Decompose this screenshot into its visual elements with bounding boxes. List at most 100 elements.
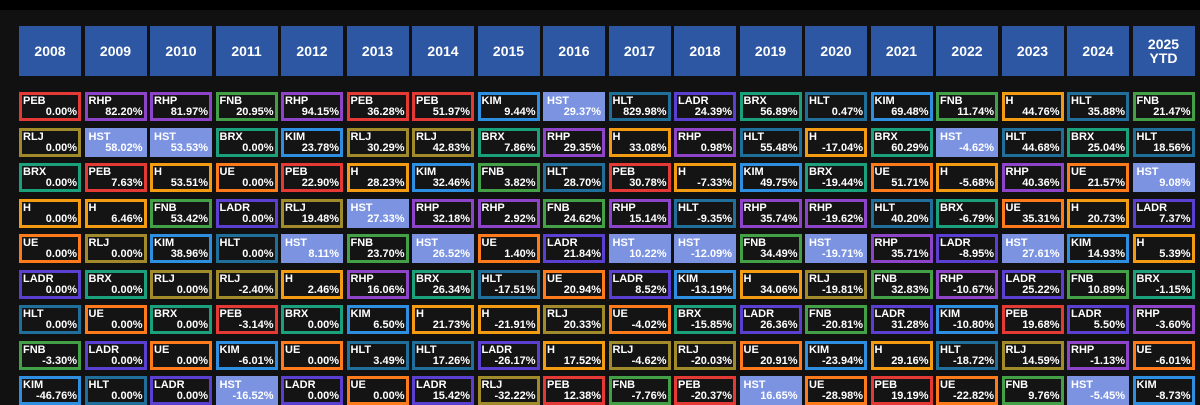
ticker-label: HST: [88, 130, 111, 143]
ticker-label: HLT: [350, 343, 372, 356]
return-value: 21.84%: [563, 248, 601, 260]
return-cell: H -21.91%: [477, 305, 540, 334]
ticker-label: RLJ: [547, 308, 568, 320]
return-cell: FNB 34.49%: [739, 234, 802, 263]
ticker-label: LADR: [481, 343, 513, 356]
return-cell: HLT 17.26%: [412, 340, 474, 370]
ticker-label: UE: [88, 308, 104, 320]
return-cell: RLJ -20.03%: [674, 340, 736, 370]
return-cell: HLT 0.47%: [805, 92, 867, 121]
year-header: 2019: [739, 26, 802, 76]
return-value: 7.63%: [111, 177, 143, 189]
return-cell: H 5.39%: [1132, 234, 1195, 263]
return-cell: UE -28.98%: [805, 376, 867, 405]
return-cell: KIM -8.73%: [1132, 376, 1195, 405]
return-value: 40.20%: [891, 212, 929, 225]
return-cell: HST 53.53%: [150, 127, 212, 157]
return-value: -10.80%: [953, 319, 994, 331]
return-value: 35.88%: [1087, 106, 1125, 118]
ticker-label: FNB: [481, 166, 505, 178]
return-value: 20.73%: [1087, 212, 1125, 225]
return-value: -4.62%: [631, 354, 667, 367]
year-header: 2010: [150, 26, 212, 76]
ticker-label: RLJ: [416, 130, 437, 143]
ticker-label: PEB: [88, 166, 112, 178]
ticker-label: RHP: [1071, 343, 1095, 356]
return-value: 0.00%: [45, 248, 77, 260]
return-cell: HST 8.11%: [281, 234, 343, 263]
ticker-label: UE: [1071, 166, 1087, 178]
return-cell: HLT 829.98%: [608, 92, 671, 121]
return-cell: LADR 5.50%: [1067, 305, 1129, 334]
return-value: 53.42%: [170, 212, 208, 225]
return-cell: FNB 20.95%: [215, 92, 278, 121]
ticker-label: KIM: [1071, 237, 1092, 249]
year-header: 2009: [84, 26, 147, 76]
return-value: 94.15%: [301, 106, 339, 118]
ticker-label: PEB: [23, 95, 46, 107]
ticker-label: HLT: [809, 95, 830, 107]
return-cell: LADR -26.17%: [477, 340, 540, 370]
ticker-label: FNB: [743, 237, 767, 249]
return-value: 27.33%: [367, 212, 405, 225]
ticker-label: UE: [350, 379, 366, 391]
ticker-label: BRX: [481, 130, 505, 143]
ticker-label: FNB: [940, 95, 963, 107]
return-cell: PEB 22.90%: [281, 163, 343, 192]
return-value: 53.51%: [170, 177, 208, 189]
return-value: 82.20%: [105, 106, 143, 118]
return-value: 16.06%: [367, 283, 405, 296]
return-value: 25.04%: [1087, 141, 1125, 154]
return-value: 29.35%: [563, 141, 601, 154]
return-value: -18.72%: [953, 354, 994, 367]
return-cell: UE 0.00%: [281, 340, 343, 370]
return-value: -8.95%: [959, 248, 994, 260]
return-value: 0.00%: [111, 283, 143, 296]
return-value: -23.94%: [822, 354, 863, 367]
return-value: 9.44%: [504, 106, 536, 118]
return-value: 0.00%: [45, 283, 77, 296]
return-cell: KIM 14.93%: [1067, 234, 1129, 263]
return-cell: UE 20.94%: [543, 269, 605, 299]
return-cell: UE 0.00%: [19, 234, 81, 263]
ticker-label: PEB: [874, 379, 898, 391]
ticker-label: RLJ: [23, 130, 44, 143]
return-cell: RHP -19.62%: [805, 198, 867, 228]
return-cell: UE 0.00%: [215, 163, 278, 192]
return-value: -20.81%: [822, 319, 863, 331]
ticker-label: BRX: [678, 308, 702, 320]
ticker-label: HST: [285, 237, 307, 249]
return-cell: KIM 69.48%: [870, 92, 933, 121]
ticker-label: H: [88, 201, 97, 214]
ticker-label: HLT: [416, 343, 437, 356]
ticker-label: HLT: [88, 379, 110, 391]
return-value: -12.09%: [691, 248, 732, 260]
return-cell: RHP -3.60%: [1132, 305, 1195, 334]
return-value: 0.00%: [176, 354, 208, 367]
ticker-label: BRX: [154, 308, 178, 320]
return-value: -16.52%: [232, 390, 274, 402]
return-value: 10.89%: [1087, 283, 1125, 296]
return-cell: KIM 49.75%: [739, 163, 802, 192]
ticker-label: HST: [219, 379, 242, 391]
return-value: 81.97%: [170, 106, 208, 118]
ticker-label: FNB: [350, 237, 374, 249]
return-value: -1.13%: [1090, 354, 1125, 367]
ticker-label: RLJ: [219, 272, 241, 285]
return-cell: LADR 31.28%: [870, 305, 933, 334]
return-cell: H 21.73%: [412, 305, 474, 334]
return-value: -6.01%: [1155, 354, 1191, 367]
return-value: -17.51%: [494, 283, 536, 296]
return-value: -26.17%: [494, 354, 536, 367]
return-value: -3.14%: [238, 319, 274, 331]
return-cell: KIM -46.76%: [19, 376, 81, 405]
ticker-label: UE: [1136, 343, 1152, 356]
return-cell: PEB 36.28%: [346, 92, 409, 121]
return-cell: H -5.68%: [936, 163, 998, 192]
ticker-label: HST: [743, 379, 766, 391]
return-value: -13.19%: [691, 283, 732, 296]
return-value: -3.60%: [1155, 319, 1191, 331]
return-value: 18.56%: [1153, 141, 1191, 154]
return-cell: FNB 10.89%: [1067, 269, 1129, 299]
return-cell: LADR 7.37%: [1132, 198, 1195, 228]
